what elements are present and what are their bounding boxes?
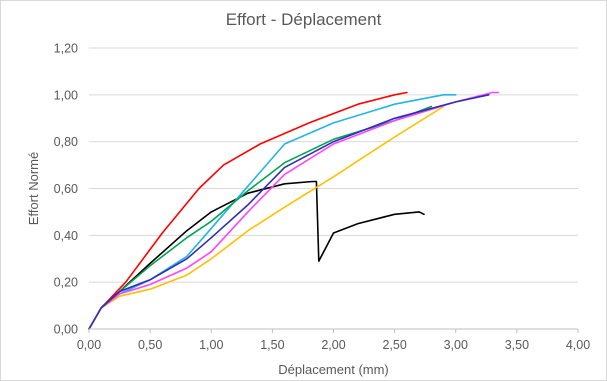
x-tick-label: 3,00 bbox=[444, 338, 468, 352]
x-tick-label: 4,00 bbox=[566, 338, 590, 352]
x-tick-label: 2,00 bbox=[321, 338, 345, 352]
x-tick-labels: 0,00 0,50 1,00 1,50 2,00 2,50 3,00 3,50 4,00 bbox=[77, 329, 590, 352]
x-tick-label: 0,50 bbox=[138, 338, 162, 352]
x-tick-label: 1,50 bbox=[260, 338, 284, 352]
x-tick-label: 0,00 bbox=[77, 338, 101, 352]
y-tick-label: 0,40 bbox=[54, 229, 78, 243]
y-tick-label: 0,20 bbox=[54, 276, 78, 290]
y-tick-label: 0,80 bbox=[54, 135, 78, 149]
y-tick-label: 0,60 bbox=[54, 182, 78, 196]
gridlines bbox=[89, 47, 578, 283]
x-tick-label: 1,00 bbox=[199, 338, 223, 352]
x-tick-label: 3,50 bbox=[505, 338, 529, 352]
series-line-2 bbox=[88, 180, 425, 330]
series-lines bbox=[88, 91, 500, 330]
y-tick-label: 1,00 bbox=[54, 88, 78, 102]
chart-title: Effort - Déplacement bbox=[225, 10, 382, 29]
y-axis-label: Effort Normé bbox=[26, 152, 41, 225]
series-line-5 bbox=[88, 105, 445, 330]
series-line-6 bbox=[88, 91, 500, 330]
series-line-3 bbox=[88, 94, 457, 330]
x-axis-label: Déplacement (mm) bbox=[278, 362, 389, 377]
series-line-7 bbox=[88, 94, 490, 330]
y-tick-label: 1,20 bbox=[54, 42, 78, 56]
y-tick-label: 0,00 bbox=[54, 323, 78, 337]
series-line-1 bbox=[88, 91, 408, 330]
x-tick-label: 2,50 bbox=[382, 338, 406, 352]
y-tick-labels: 0,00 0,20 0,40 0,60 0,80 1,00 1,20 bbox=[54, 42, 78, 337]
